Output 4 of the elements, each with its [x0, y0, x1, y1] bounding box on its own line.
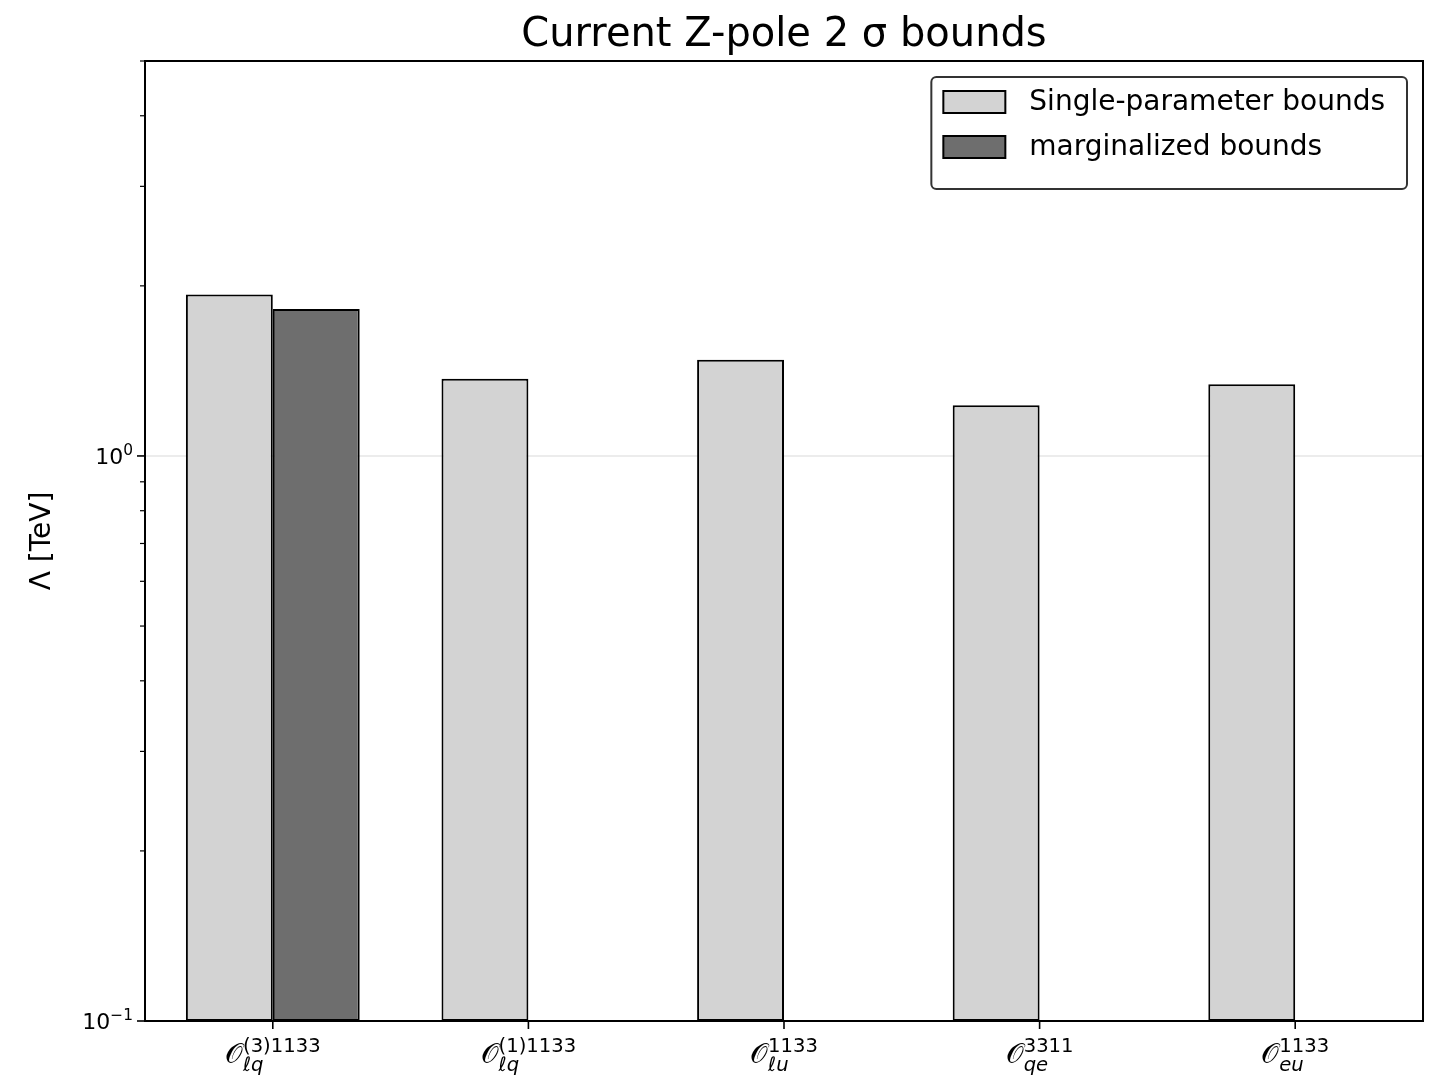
legend-label: marginalized bounds	[1029, 129, 1323, 163]
legend-label: Single-parameter bounds	[1029, 84, 1386, 118]
chart-title: Current Z-pole 2 σ bounds	[521, 9, 1047, 55]
y-axis-title: Λ [TeV]	[24, 491, 57, 591]
